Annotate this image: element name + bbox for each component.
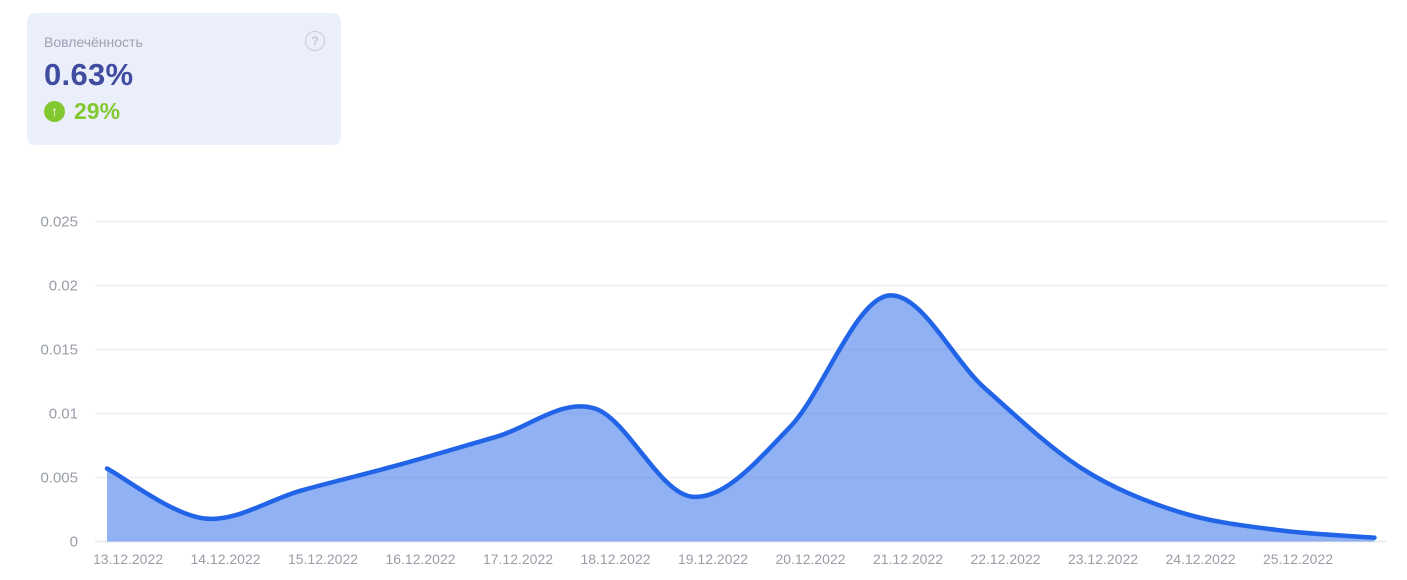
area-fill <box>107 295 1375 542</box>
x-axis-tick-label: 13.12.2022 <box>93 551 163 567</box>
x-axis-tick-label: 14.12.2022 <box>190 551 260 567</box>
help-icon[interactable]: ? <box>305 31 325 51</box>
card-header: Вовлечённость ? <box>44 31 325 51</box>
engagement-metric-card[interactable]: Вовлечённость ? 0.63% ↑ 29% <box>27 13 341 145</box>
x-axis-tick-label: 24.12.2022 <box>1165 551 1235 567</box>
x-axis-tick-label: 19.12.2022 <box>678 551 748 567</box>
x-axis-tick-label: 21.12.2022 <box>873 551 943 567</box>
x-axis-tick-label: 18.12.2022 <box>580 551 650 567</box>
x-axis-tick-label: 15.12.2022 <box>288 551 358 567</box>
x-axis-tick-label: 25.12.2022 <box>1263 551 1333 567</box>
y-axis-tick-label: 0.01 <box>49 406 78 423</box>
y-axis-tick-label: 0.015 <box>40 342 78 359</box>
x-axis-tick-label: 16.12.2022 <box>385 551 455 567</box>
y-axis-tick-label: 0 <box>70 534 78 551</box>
x-axis-tick-label: 22.12.2022 <box>970 551 1040 567</box>
metric-value: 0.63% <box>44 57 134 92</box>
x-axis-tick-label: 20.12.2022 <box>775 551 845 567</box>
x-axis-tick-label: 23.12.2022 <box>1068 551 1138 567</box>
y-axis-tick-label: 0.025 <box>40 214 78 231</box>
up-arrow-icon: ↑ <box>44 100 65 122</box>
metric-label: Вовлечённость <box>44 34 143 50</box>
y-axis-tick-label: 0.005 <box>40 470 78 487</box>
metric-delta: ↑ 29% <box>44 99 325 123</box>
series-line <box>104 293 1377 540</box>
metric-delta-value: 29% <box>74 98 121 124</box>
x-axis-tick-label: 17.12.2022 <box>483 551 553 567</box>
y-axis-tick-label: 0.02 <box>49 278 78 295</box>
